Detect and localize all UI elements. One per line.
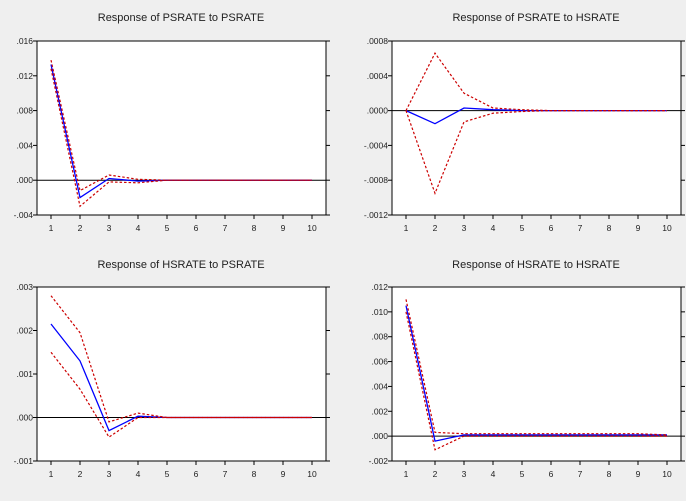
y-tick-label: .012 bbox=[16, 71, 33, 81]
plot-area bbox=[391, 40, 682, 216]
x-tick-label: 7 bbox=[223, 469, 228, 479]
x-tick-label: 4 bbox=[491, 469, 496, 479]
panel-3: Response of HSRATE to PSRATE -.001 .000 .00… bbox=[14, 259, 330, 479]
x-tick-label: 3 bbox=[107, 223, 112, 233]
y-tick-label: .012 bbox=[371, 282, 388, 292]
upper-band-line bbox=[405, 299, 668, 436]
lower-band-line bbox=[50, 68, 312, 208]
panel-title: Response of HSRATE to PSRATE bbox=[97, 259, 264, 271]
response-line bbox=[405, 305, 667, 442]
x-tick-label: 10 bbox=[307, 223, 317, 233]
x-tick-label: 9 bbox=[636, 469, 641, 479]
y-tick-label: .0000 bbox=[367, 106, 389, 116]
lower-band-line bbox=[405, 311, 667, 451]
y-tick-label: .0004 bbox=[367, 71, 389, 81]
x-tick-label: 2 bbox=[78, 469, 83, 479]
panel-title: Response of PSRATE to PSRATE bbox=[98, 12, 265, 24]
panel-title: Response of HSRATE to HSRATE bbox=[452, 259, 620, 271]
y-tick-label: -.002 bbox=[369, 456, 389, 466]
x-tick-label: 7 bbox=[578, 469, 583, 479]
x-tick-label: 5 bbox=[520, 469, 525, 479]
x-tick-label: 10 bbox=[662, 469, 672, 479]
x-tick-label: 3 bbox=[462, 469, 467, 479]
x-tick-label: 6 bbox=[194, 223, 199, 233]
y-tick-label: .008 bbox=[16, 106, 33, 116]
plot-area bbox=[36, 40, 327, 216]
x-tick-label: 7 bbox=[223, 223, 228, 233]
panel-1: Response of PSRATE to PSRATE -.004 .000 .00… bbox=[14, 12, 330, 233]
plot-area bbox=[391, 286, 682, 462]
y-tick-label: .000 bbox=[371, 431, 388, 441]
y-tick-label: .0008 bbox=[367, 36, 389, 46]
x-tick-label: 4 bbox=[136, 469, 141, 479]
x-tick-label: 9 bbox=[636, 223, 641, 233]
y-tick-label: .016 bbox=[16, 36, 33, 46]
x-tick-label: 5 bbox=[165, 469, 170, 479]
upper-band-line bbox=[50, 295, 312, 423]
y-tick-label: .000 bbox=[16, 413, 33, 423]
x-tick-label: 8 bbox=[607, 223, 612, 233]
x-tick-label: 2 bbox=[78, 223, 83, 233]
panel-2: Response of PSRATE to HSRATE -.0012 -.0008… bbox=[364, 12, 685, 233]
panel-title: Response of PSRATE to HSRATE bbox=[452, 12, 619, 24]
x-tick-label: 8 bbox=[252, 469, 257, 479]
lower-band-line bbox=[50, 351, 312, 438]
x-tick-label: 3 bbox=[462, 223, 467, 233]
y-tick-label: -.0004 bbox=[364, 140, 388, 150]
x-tick-label: 9 bbox=[281, 469, 286, 479]
x-tick-label: 1 bbox=[49, 223, 54, 233]
x-tick-label: 9 bbox=[281, 223, 286, 233]
x-tick-label: 4 bbox=[136, 223, 141, 233]
x-tick-label: 2 bbox=[433, 469, 438, 479]
x-tick-label: 8 bbox=[252, 223, 257, 233]
x-tick-label: 6 bbox=[549, 469, 554, 479]
y-tick-label: .002 bbox=[371, 406, 388, 416]
y-tick-label: .008 bbox=[371, 332, 388, 342]
x-tick-label: 8 bbox=[607, 469, 612, 479]
lower-band-line bbox=[405, 109, 667, 195]
y-tick-label: .010 bbox=[371, 307, 388, 317]
x-tick-label: 10 bbox=[662, 223, 672, 233]
x-tick-label: 7 bbox=[578, 223, 583, 233]
x-tick-label: 4 bbox=[491, 223, 496, 233]
x-tick-label: 1 bbox=[404, 469, 409, 479]
panel-4: Response of HSRATE to HSRATE -.002 .000 .00… bbox=[369, 259, 685, 479]
x-tick-label: 1 bbox=[49, 469, 54, 479]
x-tick-label: 5 bbox=[165, 223, 170, 233]
x-tick-label: 6 bbox=[549, 223, 554, 233]
plot-area bbox=[36, 286, 327, 462]
y-tick-label: -.004 bbox=[14, 210, 34, 220]
x-tick-label: 1 bbox=[404, 223, 409, 233]
x-tick-label: 6 bbox=[194, 469, 199, 479]
y-tick-label: .002 bbox=[16, 326, 33, 336]
y-tick-label: .006 bbox=[371, 357, 388, 367]
y-tick-label: .001 bbox=[16, 369, 33, 379]
y-tick-label: .004 bbox=[16, 140, 33, 150]
x-tick-label: 5 bbox=[520, 223, 525, 233]
y-tick-label: -.0012 bbox=[364, 210, 388, 220]
x-tick-label: 2 bbox=[433, 223, 438, 233]
x-tick-label: 10 bbox=[307, 469, 317, 479]
y-tick-label: -.0008 bbox=[364, 175, 388, 185]
y-tick-label: .003 bbox=[16, 282, 33, 292]
y-tick-label: .004 bbox=[371, 381, 388, 391]
y-tick-label: -.001 bbox=[14, 456, 34, 466]
x-tick-label: 3 bbox=[107, 469, 112, 479]
y-tick-label: .000 bbox=[16, 175, 33, 185]
